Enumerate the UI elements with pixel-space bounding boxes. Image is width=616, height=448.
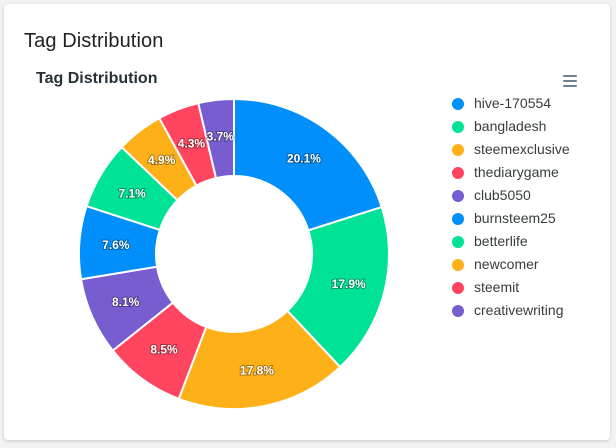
data-label-bangladesh: 17.9%: [332, 277, 366, 291]
legend-label: hive-170554: [474, 95, 552, 111]
chart-card: Tag Distribution Tag Distribution 20.1% 1…: [4, 4, 610, 440]
card-title: Tag Distribution: [24, 30, 164, 52]
chart-slices: [78, 97, 390, 410]
slice-bangladesh[interactable]: [285, 205, 390, 369]
data-label-betterlife: 7.1%: [119, 186, 147, 200]
legend-item-betterlife[interactable]: betterlife: [452, 232, 602, 255]
legend-label: club5050: [474, 187, 531, 203]
chart-legend: hive-170554 bangladesh steemexclusive thedi…: [452, 94, 602, 324]
legend-label: bangladesh: [474, 118, 547, 134]
legend-marker: [452, 259, 464, 271]
legend-label: betterlife: [474, 233, 528, 249]
legend-marker: [452, 213, 464, 225]
data-label-club5050: 8.1%: [112, 295, 140, 309]
data-label-newcomer: 4.9%: [148, 153, 176, 167]
slice-steemexclusive[interactable]: [177, 309, 342, 410]
legend-item-hive-170554[interactable]: hive-170554: [452, 94, 602, 117]
data-label-creativewriting: 3.7%: [207, 129, 235, 143]
legend-item-thediarygame[interactable]: thediarygame: [452, 163, 602, 186]
chart-data-labels: 20.1% 17.9% 17.8% 8.5% 8.1% 7.6% 7.1% 4.9%4.3%3…: [101, 128, 367, 378]
data-label-thediarygame: 8.5%: [150, 343, 178, 357]
legend-label: creativewriting: [474, 302, 564, 318]
data-label-hive-170554: 20.1%: [287, 151, 321, 165]
slice-creativewriting[interactable]: [197, 97, 235, 180]
legend-marker: [452, 305, 464, 317]
slice-hive-170554[interactable]: [233, 97, 383, 232]
legend-item-burnsteem25[interactable]: burnsteem25: [452, 209, 602, 232]
legend-item-steemexclusive[interactable]: steemexclusive: [452, 140, 602, 163]
data-label-steemexclusive: 17.8%: [240, 363, 274, 377]
legend-marker: [452, 236, 464, 248]
legend-label: burnsteem25: [474, 210, 556, 226]
legend-marker: [452, 144, 464, 156]
legend-marker: [452, 98, 464, 110]
hamburger-menu-icon[interactable]: [560, 72, 582, 90]
legend-marker: [452, 282, 464, 294]
legend-marker: [452, 121, 464, 133]
legend-item-club5050[interactable]: club5050: [452, 186, 602, 209]
data-label-steemit: 4.3%: [178, 136, 206, 150]
legend-label: newcomer: [474, 256, 539, 272]
legend-marker: [452, 167, 464, 179]
legend-label: steemexclusive: [474, 141, 570, 157]
legend-item-creativewriting[interactable]: creativewriting: [452, 301, 602, 324]
legend-item-steemit[interactable]: steemit: [452, 278, 602, 301]
data-label-burnsteem25: 7.6%: [102, 238, 130, 252]
donut-chart: 20.1% 17.9% 17.8% 8.5% 8.1% 7.6% 7.1% 4.9%4.3%3…: [78, 97, 390, 410]
legend-item-newcomer[interactable]: newcomer: [452, 255, 602, 278]
legend-label: thediarygame: [474, 164, 559, 180]
chart-title: Tag Distribution: [36, 70, 158, 87]
legend-label: steemit: [474, 279, 520, 295]
legend-item-bangladesh[interactable]: bangladesh: [452, 117, 602, 140]
legend-marker: [452, 190, 464, 202]
